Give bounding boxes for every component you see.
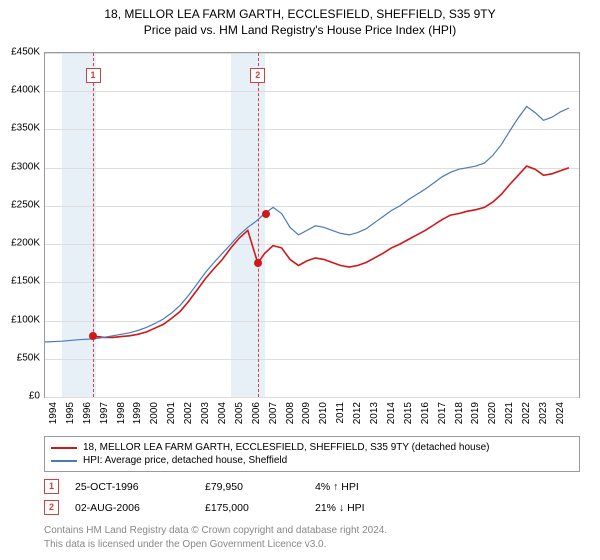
x-axis-label: 2008 [285,402,296,424]
legend: 18, MELLOR LEA FARM GARTH, ECCLESFIELD, … [44,436,580,472]
x-axis-label: 2014 [386,402,397,424]
x-axis-label: 1997 [99,402,110,424]
legend-label: 18, MELLOR LEA FARM GARTH, ECCLESFIELD, … [83,442,489,453]
y-axis-label: £100K [2,314,40,325]
x-axis-label: 1995 [65,402,76,424]
x-axis-label: 2001 [166,402,177,424]
y-axis-label: £400K [2,85,40,96]
sales-table: 1 25-OCT-1996 £79,950 4% ↑ HPI 2 02-AUG-… [44,476,415,518]
x-axis-label: 1996 [82,402,93,424]
sale-row: 2 02-AUG-2006 £175,000 21% ↓ HPI [44,497,415,518]
sale-date: 25-OCT-1996 [75,481,205,493]
y-axis-label: £200K [2,238,40,249]
chart-svg [45,53,579,397]
attribution: Contains HM Land Registry data © Crown c… [44,524,387,551]
x-axis-label: 2020 [487,402,498,424]
sale-delta: 4% ↑ HPI [315,481,415,493]
sale-price: £175,000 [205,502,315,514]
x-axis-label: 2007 [268,402,279,424]
y-axis-label: £50K [2,352,40,363]
sale-marker: 1 [44,479,59,494]
legend-swatch [51,460,77,462]
x-axis-label: 2019 [470,402,481,424]
sale-delta: 21% ↓ HPI [315,502,415,514]
x-axis-label: 2004 [217,402,228,424]
legend-swatch [51,447,77,449]
x-axis-label: 2024 [555,402,566,424]
sale-marker: 2 [44,500,59,515]
x-axis-label: 1999 [132,402,143,424]
x-axis-label: 2022 [521,402,532,424]
title-line-2: Price paid vs. HM Land Registry's House … [0,22,600,38]
chart-marker: 2 [250,68,265,83]
x-axis-label: 2010 [318,402,329,424]
footer-line-1: Contains HM Land Registry data © Crown c… [44,524,387,538]
legend-item-property: 18, MELLOR LEA FARM GARTH, ECCLESFIELD, … [51,441,573,454]
x-axis-label: 2002 [183,402,194,424]
x-axis-label: 2005 [234,402,245,424]
x-axis-label: 1994 [48,402,59,424]
plot-area: 12 [44,52,580,398]
y-axis-label: £150K [2,276,40,287]
y-axis-label: £450K [2,47,40,58]
sale-date: 02-AUG-2006 [75,502,205,514]
sale-price: £79,950 [205,481,315,493]
title-line-1: 18, MELLOR LEA FARM GARTH, ECCLESFIELD, … [0,6,600,22]
y-axis-label: £350K [2,123,40,134]
y-axis-label: £300K [2,161,40,172]
x-axis-label: 2013 [369,402,380,424]
x-axis-label: 2023 [538,402,549,424]
sale-row: 1 25-OCT-1996 £79,950 4% ↑ HPI [44,476,415,497]
chart-marker: 1 [86,68,101,83]
x-axis-label: 1998 [116,402,127,424]
x-axis-label: 2021 [504,402,515,424]
legend-label: HPI: Average price, detached house, Shef… [83,455,287,466]
footer-line-2: This data is licensed under the Open Gov… [44,538,387,552]
legend-item-hpi: HPI: Average price, detached house, Shef… [51,454,573,467]
x-axis-label: 2000 [149,402,160,424]
y-axis-label: £250K [2,199,40,210]
chart-title: 18, MELLOR LEA FARM GARTH, ECCLESFIELD, … [0,0,600,38]
x-axis-label: 2017 [437,402,448,424]
x-axis-label: 2011 [335,402,346,424]
x-axis-label: 2016 [420,402,431,424]
x-axis-label: 2018 [454,402,465,424]
chart-container: 18, MELLOR LEA FARM GARTH, ECCLESFIELD, … [0,0,600,560]
x-axis-label: 2012 [352,402,363,424]
x-axis-label: 2003 [200,402,211,424]
x-axis-label: 2009 [301,402,312,424]
x-axis-label: 2015 [403,402,414,424]
y-axis-label: £0 [2,391,40,402]
x-axis-label: 2006 [251,402,262,424]
